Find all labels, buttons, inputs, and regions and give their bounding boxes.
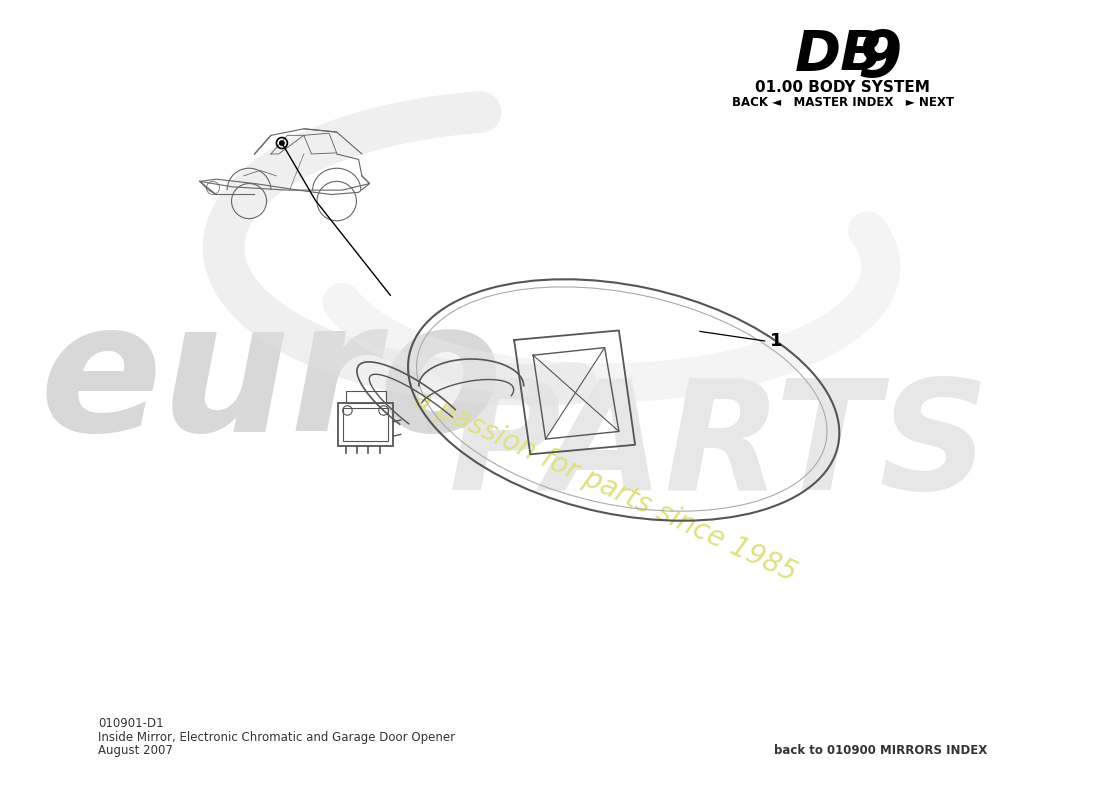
Text: euro: euro — [40, 293, 503, 469]
Text: Inside Mirror, Electronic Chromatic and Garage Door Opener: Inside Mirror, Electronic Chromatic and … — [98, 730, 455, 744]
Text: DB: DB — [795, 28, 883, 82]
Bar — [342, 408, 388, 441]
Text: 01.00 BODY SYSTEM: 01.00 BODY SYSTEM — [756, 80, 931, 95]
Text: August 2007: August 2007 — [98, 744, 173, 757]
Text: 1: 1 — [770, 332, 782, 350]
Text: back to 010900 MIRRORS INDEX: back to 010900 MIRRORS INDEX — [774, 744, 988, 757]
Bar — [338, 403, 393, 446]
Circle shape — [279, 141, 284, 146]
Bar — [345, 391, 385, 403]
Text: a passion for parts since 1985: a passion for parts since 1985 — [408, 384, 801, 587]
Text: BACK ◄   MASTER INDEX   ► NEXT: BACK ◄ MASTER INDEX ► NEXT — [732, 96, 954, 110]
Text: PARTS: PARTS — [449, 373, 990, 522]
Text: 9: 9 — [857, 28, 902, 90]
Text: 010901-D1: 010901-D1 — [98, 718, 164, 730]
